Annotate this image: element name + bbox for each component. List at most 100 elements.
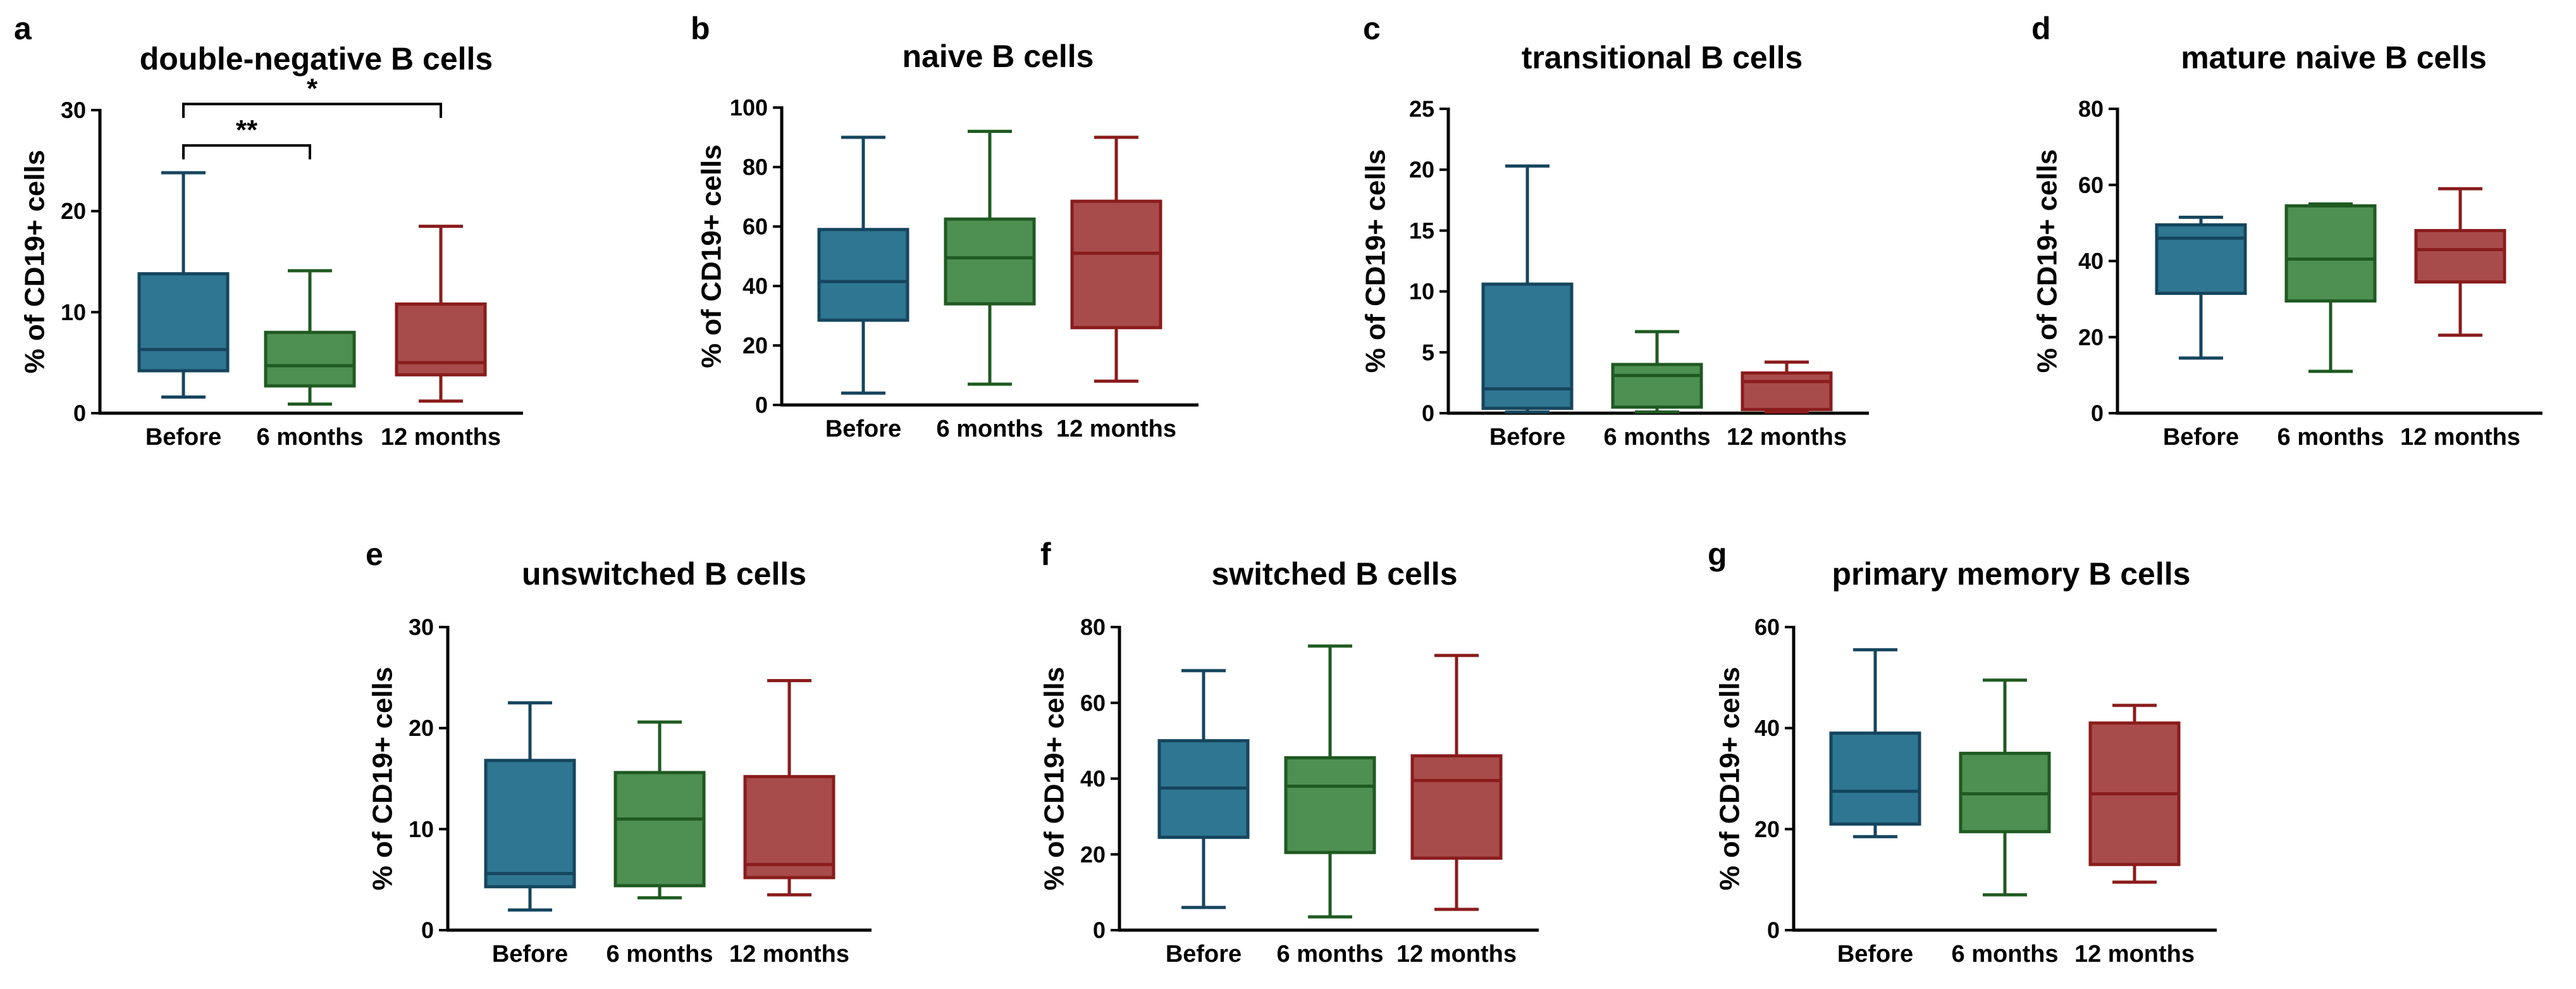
- y-tick-label: 30: [409, 614, 434, 640]
- y-tick-label: 20: [1754, 816, 1780, 842]
- y-tick-label: 10: [409, 816, 434, 842]
- x-category-label: 6 months: [937, 416, 1044, 442]
- box-6-months: [944, 130, 1036, 386]
- box-12-months: [395, 225, 487, 403]
- y-tick-label: 10: [1409, 278, 1434, 304]
- x-category-label: 12 months: [729, 941, 849, 967]
- iqr-box: [264, 330, 356, 388]
- panel-letter: e: [366, 537, 383, 572]
- y-tick-label: 20: [409, 715, 434, 741]
- panel-b: b naive B cells % of CD19+ cells 0 20 40 60 80 1…: [691, 11, 1199, 442]
- panel-letter: d: [2031, 11, 2051, 46]
- y-tick-label: 60: [1754, 614, 1780, 640]
- panel-g: g primary memory B cells % of CD19+ cells 0…: [1708, 537, 2217, 967]
- y-axis-label: % of CD19+ cells: [1039, 667, 1070, 890]
- y-tick-label: 20: [1409, 157, 1434, 183]
- x-category-label: 12 months: [1727, 424, 1847, 451]
- x-category-label: Before: [145, 424, 221, 451]
- y-axis-label: % of CD19+ cells: [2032, 149, 2063, 373]
- panel-letter: c: [1363, 11, 1381, 46]
- y-axis-label: % of CD19+ cells: [1360, 149, 1391, 373]
- box-6-months: [1284, 644, 1376, 919]
- y-tick-label: 0: [421, 917, 434, 943]
- x-category-label: 6 months: [2277, 424, 2384, 451]
- y-tick-label: 0: [2091, 401, 2104, 426]
- x-category-label: 6 months: [607, 941, 713, 967]
- box-6-months: [1959, 678, 2051, 897]
- panel-letter: a: [14, 11, 32, 46]
- x-category-label: Before: [2163, 424, 2239, 451]
- y-tick-label: 0: [1422, 401, 1434, 426]
- y-axis-label: % of CD19+ cells: [20, 150, 51, 373]
- significance-bracket: *: [182, 73, 442, 118]
- iqr-box: [1070, 199, 1162, 330]
- x-category-label: 12 months: [381, 424, 501, 451]
- iqr-box: [2155, 223, 2247, 295]
- y-tick-label: 40: [1754, 715, 1780, 741]
- box-before: [484, 701, 576, 912]
- x-category-label: 12 months: [1396, 941, 1517, 967]
- y-tick-label: 5: [1422, 339, 1434, 365]
- box-before: [137, 171, 230, 399]
- iqr-box: [2414, 228, 2506, 284]
- box-12-months: [2414, 187, 2506, 337]
- y-tick-label: 30: [61, 97, 86, 123]
- panel-title: switched B cells: [1211, 556, 1457, 592]
- panel-letter: b: [691, 11, 710, 46]
- y-tick-label: 25: [1409, 96, 1434, 122]
- y-axis-label: % of CD19+ cells: [367, 667, 398, 890]
- y-tick-label: 20: [61, 198, 86, 224]
- x-category-label: 12 months: [1056, 416, 1176, 442]
- y-tick-label: 20: [2078, 324, 2104, 350]
- box-12-months: [2088, 704, 2181, 884]
- box-6-months: [613, 720, 706, 900]
- box-6-months: [1611, 330, 1703, 414]
- y-tick-label: 10: [61, 299, 86, 325]
- y-tick-label: 40: [1080, 766, 1106, 792]
- significance-bracket: **: [182, 115, 311, 159]
- y-tick-label: 15: [1409, 218, 1434, 244]
- box-before: [1157, 669, 1250, 909]
- panel-c: c transitional B cells % of CD19+ cells 0 5 1…: [1360, 11, 1869, 451]
- panel-f: f switched B cells % of CD19+ cells 0 20 40 60…: [1039, 537, 1539, 967]
- y-tick-label: 80: [743, 154, 768, 180]
- panel-title: transitional B cells: [1522, 40, 1803, 75]
- iqr-box: [1829, 731, 1921, 826]
- y-tick-label: 60: [2078, 172, 2104, 198]
- y-tick-label: 20: [743, 333, 768, 359]
- panel-title: unswitched B cells: [522, 556, 806, 592]
- box-6-months: [2284, 202, 2377, 373]
- panel-letter: f: [1040, 537, 1051, 572]
- iqr-box: [1410, 754, 1503, 860]
- panel-title: naive B cells: [903, 39, 1094, 74]
- iqr-box: [743, 774, 835, 880]
- box-6-months: [264, 269, 356, 406]
- panel-title: mature naive B cells: [2181, 40, 2487, 75]
- bracket-line: [182, 144, 311, 159]
- y-tick-label: 0: [1093, 917, 1106, 943]
- x-category-label: 6 months: [257, 424, 364, 451]
- significance-label: *: [307, 73, 318, 104]
- box-12-months: [1070, 135, 1162, 383]
- y-tick-label: 80: [1080, 614, 1106, 640]
- y-axis-label: % of CD19+ cells: [696, 144, 727, 368]
- iqr-box: [613, 771, 706, 888]
- panel-title: primary memory B cells: [1832, 556, 2191, 592]
- box-12-months: [1410, 654, 1503, 911]
- y-tick-label: 0: [1767, 917, 1780, 943]
- panel-a: a double-negative B cells % of CD19+ cells…: [14, 11, 523, 451]
- panel-d: d mature naive B cells % of CD19+ cells 0 20…: [2031, 11, 2542, 451]
- x-category-label: Before: [1837, 941, 1913, 967]
- x-category-label: Before: [1489, 424, 1565, 451]
- y-tick-label: 60: [1080, 690, 1106, 716]
- box-12-months: [1741, 360, 1833, 414]
- y-tick-label: 100: [730, 95, 768, 121]
- y-tick-label: 60: [743, 214, 768, 240]
- x-category-label: Before: [492, 941, 568, 967]
- box-before: [2155, 215, 2247, 360]
- x-category-label: 6 months: [1277, 941, 1384, 967]
- bracket-line: [182, 103, 442, 118]
- y-tick-label: 20: [1080, 842, 1106, 868]
- x-category-label: 12 months: [2400, 424, 2520, 451]
- iqr-box: [1611, 363, 1703, 409]
